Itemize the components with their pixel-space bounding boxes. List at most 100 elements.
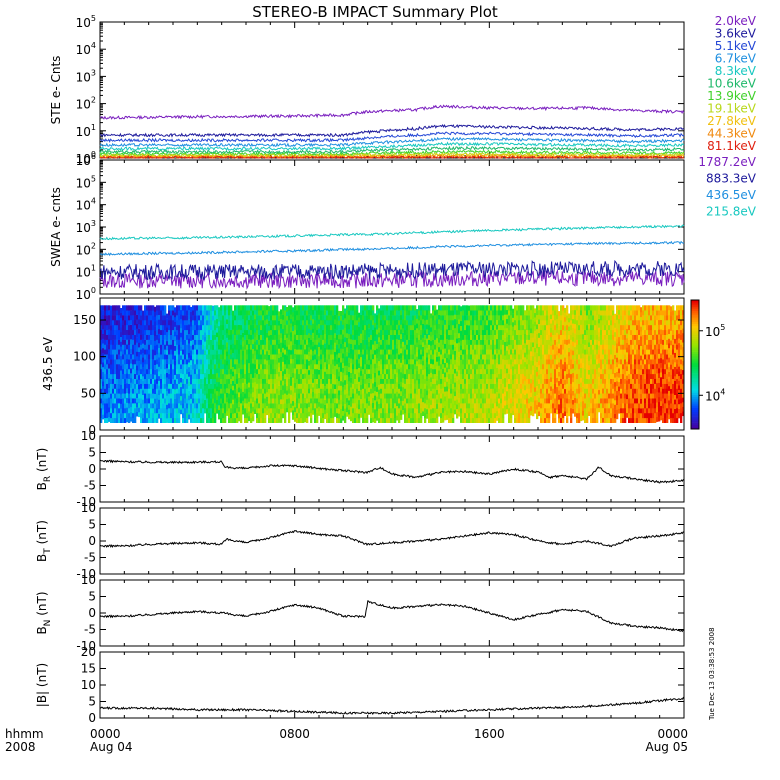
heatmap-cell [236, 344, 239, 350]
heatmap-cell [314, 393, 317, 399]
heatmap-cell [246, 324, 249, 331]
heatmap-cell [152, 368, 155, 375]
heatmap-cell [278, 357, 281, 363]
heatmap-cell [274, 412, 277, 419]
heatmap-cell [488, 412, 491, 419]
heatmap-cell [144, 305, 147, 311]
heatmap-cell [230, 403, 233, 409]
heatmap-cell [382, 408, 385, 414]
heatmap-cell [342, 319, 345, 325]
heatmap-cell [312, 337, 315, 342]
heatmap-cell [266, 387, 269, 393]
heatmap-cell [250, 412, 253, 419]
heatmap-cell [314, 349, 317, 355]
heatmap-cell [368, 355, 371, 361]
heatmap-cell [468, 369, 471, 375]
heatmap-cell [238, 339, 241, 345]
heatmap-cell [296, 329, 299, 335]
heatmap-cell [382, 373, 385, 379]
heatmap-cell [210, 320, 213, 326]
heatmap-cell [392, 324, 395, 331]
heatmap-cell [412, 339, 415, 345]
heatmap-cell [242, 387, 245, 392]
heatmap-cell [162, 349, 165, 355]
heatmap-cell [190, 379, 193, 385]
heatmap-cell [366, 398, 369, 404]
heatmap-cell [142, 380, 145, 386]
heatmap-cell [234, 398, 237, 404]
heatmap-cell [284, 329, 287, 335]
heatmap-cell [116, 383, 119, 389]
heatmap-cell [406, 324, 409, 331]
heatmap-cell [404, 305, 407, 311]
heatmap-cell [480, 310, 483, 316]
heatmap-cell [440, 334, 443, 340]
heatmap-cell [168, 378, 171, 384]
heatmap-cell [170, 324, 173, 331]
heatmap-cell [438, 342, 441, 348]
heatmap-cell [484, 383, 487, 389]
heatmap-cell [286, 377, 289, 382]
heatmap-cell [408, 417, 411, 423]
heatmap-cell [356, 412, 359, 419]
heatmap-cell [232, 315, 235, 321]
heatmap-cell [470, 388, 473, 394]
heatmap-cell [482, 310, 485, 316]
heatmap-cell [316, 368, 319, 375]
heatmap-cell [174, 417, 177, 423]
heatmap-cell [306, 412, 309, 419]
heatmap-cell [196, 329, 199, 335]
heatmap-cell [394, 349, 397, 355]
heatmap-cell [360, 403, 363, 409]
heatmap-cell [454, 377, 457, 383]
heatmap-cell [316, 310, 319, 316]
heatmap-cell [452, 403, 455, 409]
heatmap-cell [290, 407, 293, 413]
heatmap-cell [230, 329, 233, 335]
heatmap-cell [244, 398, 247, 404]
heatmap-cell [428, 388, 431, 394]
heatmap-cell [374, 381, 377, 387]
heatmap-cell [304, 368, 307, 374]
heatmap-cell [106, 320, 109, 326]
heatmap-cell [422, 401, 425, 407]
heatmap-cell [358, 349, 361, 355]
heatmap-cell [394, 344, 397, 350]
heatmap-cell [250, 373, 253, 379]
heatmap-cell [384, 393, 387, 399]
heatmap-cell [266, 332, 269, 338]
heatmap-cell [284, 324, 287, 331]
heatmap-cell [196, 393, 199, 399]
heatmap-cell [286, 311, 289, 316]
heatmap-cell [142, 376, 145, 381]
heatmap-cell [198, 310, 201, 316]
heatmap-cell [286, 324, 289, 330]
heatmap-cell [276, 329, 279, 335]
heatmap-cell [470, 354, 473, 360]
heatmap-cell [432, 329, 435, 335]
heatmap-cell [306, 403, 309, 409]
heatmap-cell [192, 398, 195, 404]
heatmap-cell [354, 305, 357, 311]
heatmap-cell [474, 383, 477, 389]
heatmap-cell [382, 388, 385, 394]
heatmap-cell [354, 388, 357, 394]
heatmap-cell [244, 412, 247, 419]
heatmap-cell [412, 378, 415, 384]
heatmap-cell [158, 357, 161, 363]
heatmap-cell [388, 305, 391, 311]
heatmap-cell [228, 393, 231, 399]
heatmap-cell [206, 334, 209, 340]
heatmap-cell [260, 383, 263, 389]
heatmap-cell [150, 349, 153, 355]
heatmap-cell [280, 361, 283, 367]
heatmap-cell [454, 409, 457, 415]
heatmap-cell [242, 346, 245, 351]
heatmap-cell [168, 320, 171, 326]
heatmap-cell [238, 416, 241, 422]
heatmap-cell [318, 392, 321, 398]
heatmap-cell [286, 346, 289, 352]
heatmap-cell [172, 315, 175, 321]
heatmap-cell [362, 398, 365, 404]
heatmap-cell [232, 320, 235, 325]
